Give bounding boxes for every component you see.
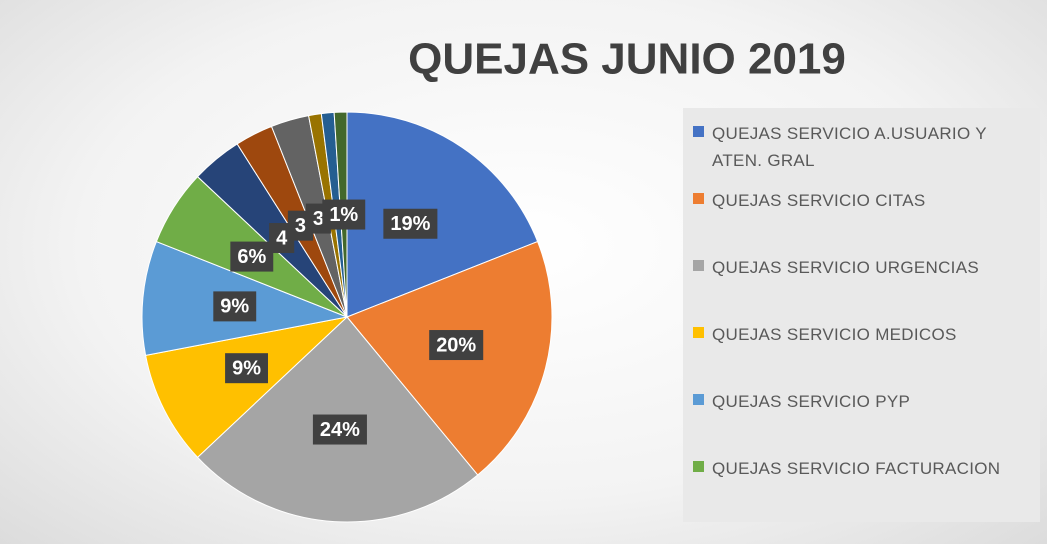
- data-label: 1%: [322, 199, 366, 230]
- data-label-text: 4: [276, 227, 288, 249]
- data-label: 9%: [213, 291, 257, 322]
- legend-swatch: [693, 461, 704, 472]
- data-label-text: 20%: [436, 334, 476, 356]
- data-label-text: 6%: [237, 246, 266, 268]
- legend-entry: QUEJAS SERVICIO A.USUARIO Y ATEN. GRAL: [693, 120, 1032, 187]
- data-label-box: [312, 414, 367, 445]
- legend-label: QUEJAS SERVICIO A.USUARIO Y ATEN. GRAL: [712, 124, 987, 170]
- data-label: 6%: [230, 241, 274, 272]
- legend-label: QUEJAS SERVICIO URGENCIAS: [712, 258, 979, 277]
- data-label: 9%: [225, 353, 268, 384]
- legend-swatch: [693, 394, 704, 405]
- legend-entry: QUEJAS SERVICIO MEDICOS: [693, 321, 1032, 388]
- legend-swatch: [693, 126, 704, 137]
- data-label-text: 3: [295, 215, 306, 237]
- data-label: 20%: [429, 330, 484, 361]
- data-label-text: 9%: [220, 296, 249, 318]
- data-label: 19%: [383, 208, 438, 239]
- legend-entry: QUEJAS SERVICIO PYP: [693, 388, 1032, 455]
- legend-swatch: [693, 260, 704, 271]
- data-label-box: [429, 330, 484, 361]
- data-label-text: 1%: [329, 204, 358, 226]
- legend-swatch: [693, 327, 704, 338]
- chart-title: QUEJAS JUNIO 2019: [408, 35, 846, 84]
- legend: QUEJAS SERVICIO A.USUARIO Y ATEN. GRAL QU…: [683, 108, 1040, 522]
- data-label-text: 24%: [320, 419, 360, 441]
- data-label-text: 3: [313, 208, 324, 230]
- data-label-box: [383, 208, 438, 239]
- legend-entry: QUEJAS SERVICIO URGENCIAS: [693, 254, 1032, 321]
- legend-swatch: [693, 193, 704, 204]
- pie-slice: [346, 111, 539, 318]
- data-label-box: [230, 241, 274, 272]
- legend-entry: QUEJAS SERVICIO CITAS: [693, 187, 1032, 254]
- data-label-text: 19%: [390, 213, 430, 235]
- legend-label: QUEJAS SERVICIO FACTURACION: [712, 459, 1001, 478]
- legend-entry: QUEJAS SERVICIO FACTURACION: [693, 455, 1032, 522]
- data-label: 24%: [312, 414, 367, 445]
- legend-label: QUEJAS SERVICIO CITAS: [712, 191, 926, 210]
- pie-slice: [145, 316, 349, 459]
- data-label-box: [225, 353, 268, 384]
- data-label-text: 9%: [232, 357, 261, 379]
- data-label-box: [322, 199, 366, 230]
- data-label-box: [213, 291, 257, 322]
- legend-label: QUEJAS SERVICIO MEDICOS: [712, 325, 957, 344]
- legend-label: QUEJAS SERVICIO PYP: [712, 392, 911, 411]
